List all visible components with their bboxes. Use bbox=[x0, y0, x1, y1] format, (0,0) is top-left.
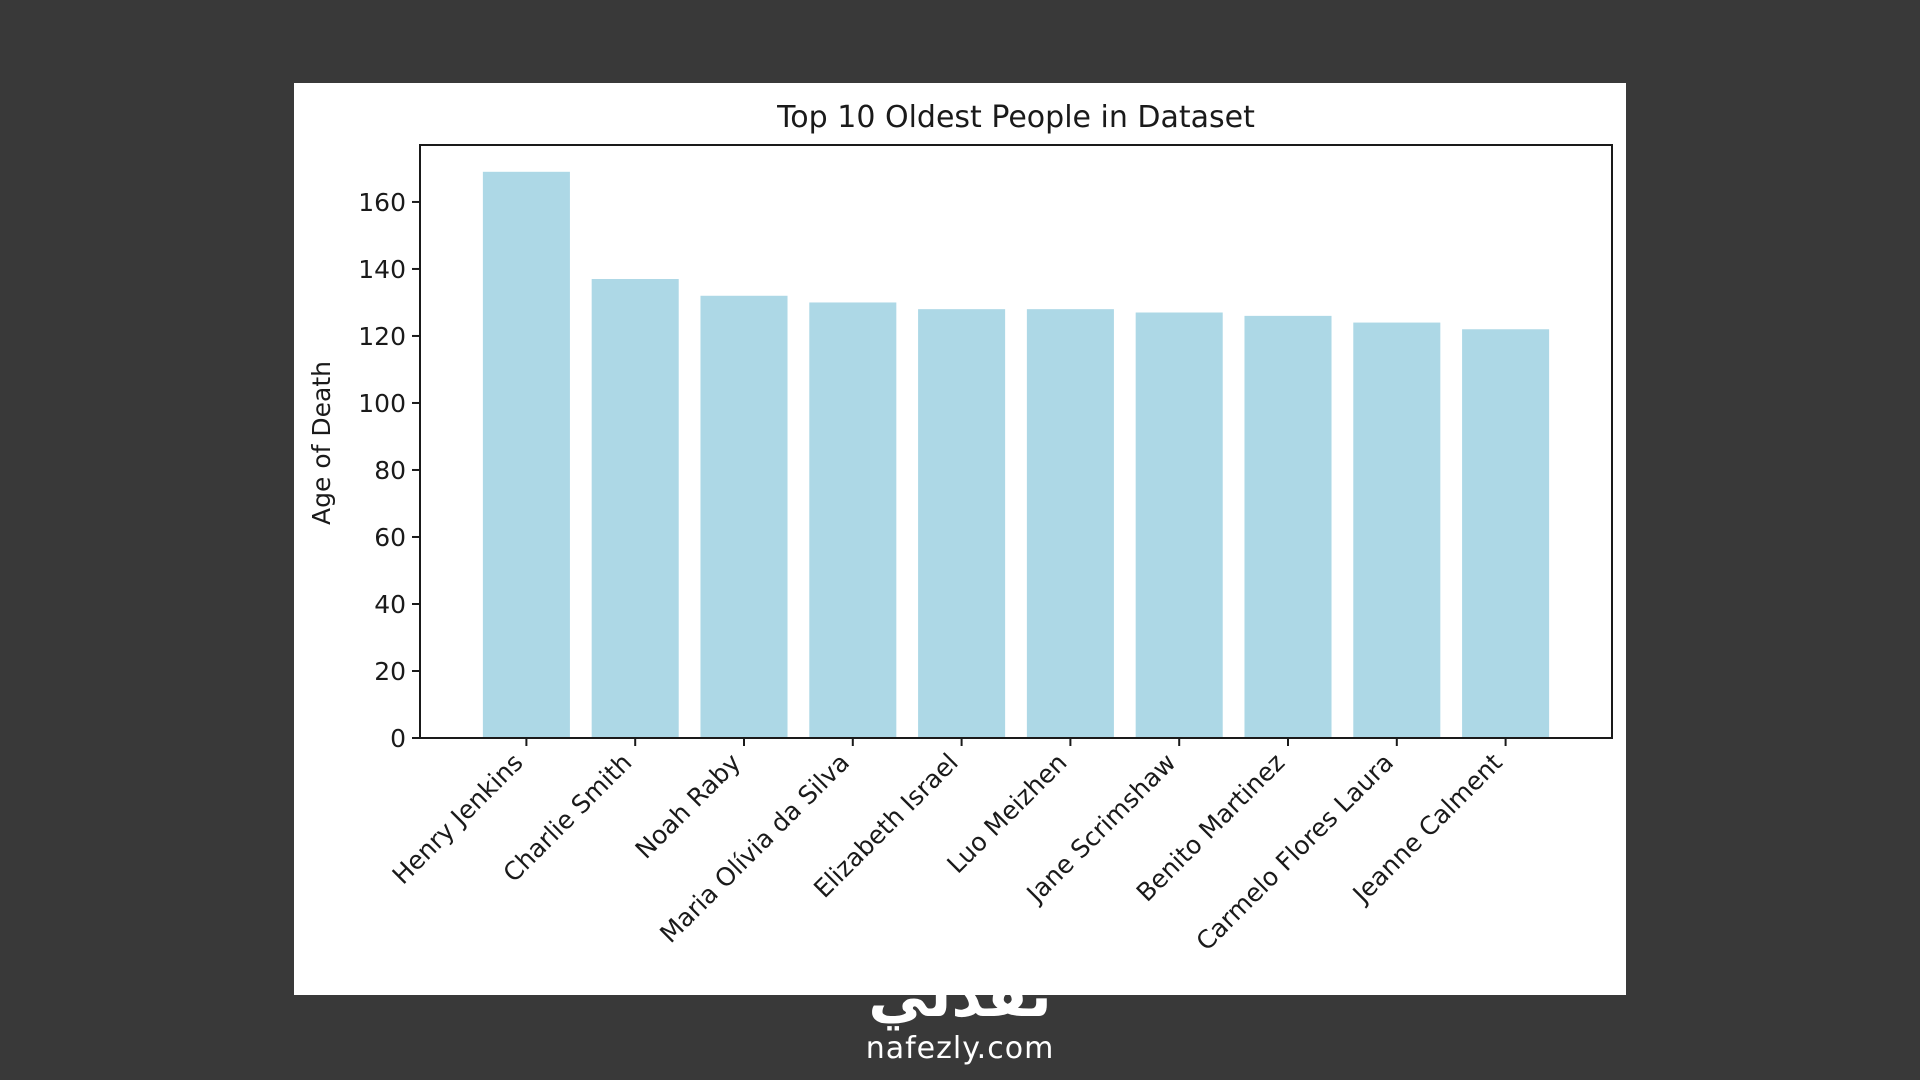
watermark-url: nafezly.com bbox=[865, 1031, 1055, 1066]
y-ticks: 0 20 40 60 80 100 120 140 160 bbox=[358, 188, 420, 753]
y-tick-label: 80 bbox=[374, 456, 406, 485]
y-tick-label: 20 bbox=[374, 657, 406, 686]
y-tick-label: 140 bbox=[358, 255, 406, 284]
bar bbox=[482, 171, 570, 739]
bar-chart: Top 10 Oldest People in Dataset Age of D… bbox=[307, 100, 1613, 956]
y-tick-label: 60 bbox=[374, 523, 406, 552]
y-tick-label: 120 bbox=[358, 322, 406, 351]
y-tick-label: 160 bbox=[358, 188, 406, 217]
x-tick-label: Carmelo Flores Laura bbox=[1190, 748, 1399, 957]
bar bbox=[809, 302, 897, 738]
watermark: نفذلي nafezly.com bbox=[842, 960, 1078, 1080]
y-tick-label: 0 bbox=[390, 724, 406, 753]
y-axis-label: Age of Death bbox=[307, 361, 336, 525]
bar bbox=[591, 279, 679, 738]
bars-layer bbox=[482, 171, 1550, 739]
chart-figure: Top 10 Oldest People in Dataset Age of D… bbox=[294, 83, 1626, 995]
bar bbox=[700, 295, 788, 738]
y-tick-label: 100 bbox=[358, 389, 406, 418]
y-tick-label: 40 bbox=[374, 590, 406, 619]
chart-title: Top 10 Oldest People in Dataset bbox=[776, 100, 1255, 135]
x-tick-label: Maria Olívia da Silva bbox=[654, 748, 855, 949]
bar bbox=[1244, 315, 1332, 738]
bar bbox=[1353, 322, 1441, 738]
nafezly-logo: نفذلي bbox=[868, 961, 1052, 1031]
bar bbox=[1026, 309, 1114, 738]
bar bbox=[918, 309, 1006, 738]
plot-frame bbox=[419, 144, 1613, 739]
nafezly-logo-text: نفذلي bbox=[868, 961, 1052, 1031]
x-tick-label: Noah Raby bbox=[630, 748, 747, 865]
bar bbox=[1135, 312, 1223, 738]
bar bbox=[1462, 329, 1550, 738]
